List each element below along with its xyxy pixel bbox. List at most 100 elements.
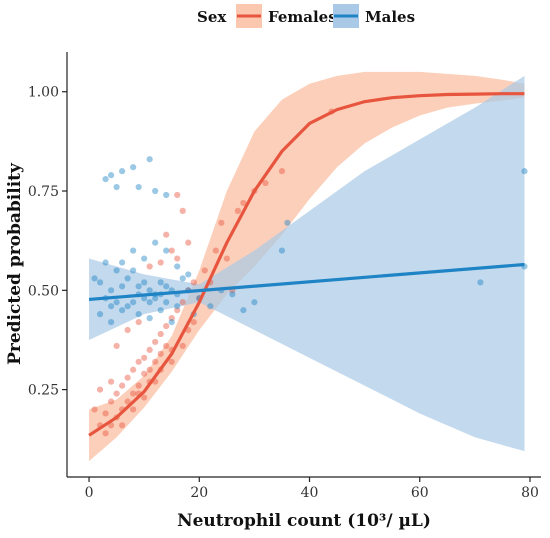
data-point (179, 342, 186, 350)
data-point (229, 291, 236, 298)
x-tick-label: 40 (301, 485, 319, 501)
data-point (278, 168, 286, 175)
data-point (163, 342, 170, 350)
data-point (157, 307, 164, 314)
x-axis-ticks: 0 20 40 60 80 (85, 477, 539, 501)
y-tick-label: 0.50 (28, 283, 59, 299)
data-point (152, 358, 159, 365)
data-point (124, 303, 131, 310)
data-point (102, 430, 109, 437)
data-point (146, 315, 153, 322)
data-point (113, 342, 120, 350)
y-tick-label: 1.00 (28, 85, 59, 101)
x-tick-label: 20 (190, 485, 208, 501)
y-axis-title: Predicted probability (5, 162, 25, 365)
x-axis-title: Neutrophil count (10³/ µL) (177, 511, 431, 531)
data-point (174, 255, 181, 262)
data-point (119, 382, 126, 389)
data-point (102, 259, 109, 266)
data-point (135, 358, 142, 365)
legend-entry-females: Females (236, 4, 337, 28)
x-tick-label: 0 (85, 485, 94, 501)
ci-band-females (89, 71, 525, 462)
data-point (107, 318, 115, 326)
data-point (163, 247, 170, 254)
data-point (157, 279, 164, 286)
data-point (113, 390, 120, 397)
data-point (190, 318, 197, 326)
data-point (130, 164, 137, 171)
plot-area (88, 71, 528, 462)
data-point (146, 299, 153, 306)
data-point (207, 303, 214, 310)
data-point (152, 187, 159, 195)
data-point (190, 279, 197, 286)
data-point (168, 358, 175, 365)
data-point (135, 311, 142, 318)
data-point (212, 247, 219, 254)
data-point (168, 318, 175, 326)
data-point (146, 366, 153, 373)
data-point (113, 299, 120, 306)
data-point (141, 255, 148, 262)
legend-title: Sex (197, 8, 227, 26)
data-point (234, 207, 241, 214)
data-point (135, 382, 142, 389)
data-point (163, 231, 170, 238)
data-point (113, 267, 120, 274)
legend-label-males: Males (365, 8, 415, 26)
data-point (141, 354, 148, 361)
data-point (124, 374, 131, 381)
data-point (163, 283, 170, 290)
data-point (130, 390, 137, 397)
data-point (107, 287, 115, 294)
data-point (174, 303, 181, 310)
data-point (107, 172, 115, 179)
data-point (102, 410, 109, 417)
x-tick-label: 60 (411, 485, 429, 501)
data-point (218, 219, 225, 226)
data-point (262, 179, 269, 187)
data-point (168, 315, 175, 322)
data-point (141, 370, 148, 377)
data-point (130, 299, 137, 306)
data-point (152, 338, 159, 346)
data-point (119, 283, 126, 290)
data-point (174, 307, 181, 314)
data-point (146, 263, 153, 270)
data-point (119, 307, 126, 314)
data-point (130, 267, 137, 274)
data-point (107, 398, 115, 405)
data-point (91, 406, 98, 413)
data-point (130, 366, 137, 373)
y-axis-ticks: 0.25 0.50 0.75 1.00 (28, 85, 67, 399)
y-tick-label: 0.75 (28, 184, 59, 200)
data-point (91, 275, 98, 282)
fit-line-males (88, 262, 525, 302)
data-point (96, 386, 104, 393)
data-point (163, 322, 170, 330)
data-point (163, 299, 170, 306)
data-point (157, 330, 164, 338)
data-point (152, 295, 159, 302)
data-point (157, 259, 164, 266)
y-tick-label: 0.25 (28, 383, 59, 399)
fit-line-females (88, 92, 525, 437)
data-point (119, 168, 126, 175)
data-point (107, 303, 115, 310)
data-point (240, 307, 247, 314)
data-point (179, 299, 186, 306)
data-point (146, 287, 153, 294)
data-point (240, 199, 247, 207)
data-point (174, 263, 181, 270)
data-point (141, 394, 148, 401)
data-point (223, 255, 230, 262)
ci-band-males (89, 75, 525, 452)
data-point (157, 350, 164, 357)
data-point (135, 283, 142, 290)
data-point (119, 259, 126, 266)
data-point (179, 275, 186, 282)
data-point (113, 183, 120, 191)
data-point (152, 239, 159, 246)
